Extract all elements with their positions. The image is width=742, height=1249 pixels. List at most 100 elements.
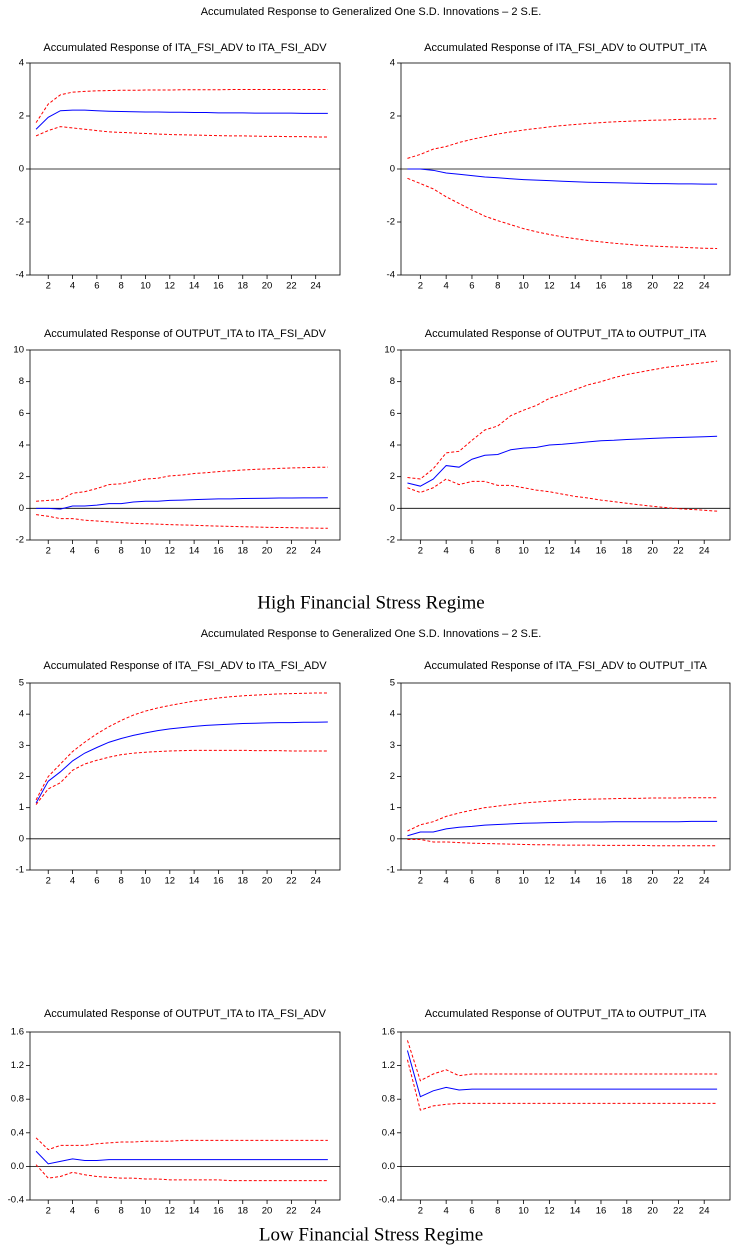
response-line — [407, 435, 718, 487]
x-tick-label: 12 — [165, 546, 176, 557]
x-tick-label: 4 — [444, 876, 449, 887]
x-tick-label: 6 — [469, 281, 474, 292]
y-tick-label: 4 — [390, 709, 395, 720]
y-tick-label: 0.0 — [382, 1161, 395, 1172]
y-tick-label: 2 — [19, 111, 24, 122]
y-tick-label: 3 — [390, 740, 395, 751]
x-tick-label: 24 — [699, 1206, 710, 1217]
band-line — [36, 514, 328, 529]
x-tick-label: 6 — [469, 1206, 474, 1217]
y-tick-label: 4 — [390, 440, 395, 451]
x-tick-label: 10 — [518, 1206, 529, 1217]
x-tick-label: 18 — [237, 546, 248, 557]
y-tick-label: 6 — [390, 408, 395, 419]
x-tick-label: 20 — [262, 1206, 273, 1217]
y-tick-label: -1 — [16, 865, 24, 876]
band-line — [35, 749, 328, 805]
y-tick-label: -1 — [387, 865, 395, 876]
x-tick-label: 10 — [140, 876, 151, 887]
band-line — [407, 360, 718, 480]
x-tick-label: 14 — [570, 876, 581, 887]
x-tick-label: 18 — [237, 281, 248, 292]
x-tick-label: 16 — [213, 281, 224, 292]
x-tick-label: 24 — [310, 546, 321, 557]
y-tick-label: 1.2 — [11, 1060, 24, 1071]
x-tick-label: 6 — [94, 1206, 99, 1217]
x-tick-label: 24 — [699, 281, 710, 292]
x-tick-label: 22 — [673, 546, 684, 557]
y-tick-label: 2 — [19, 771, 24, 782]
band-line — [36, 466, 328, 502]
response-line — [35, 721, 328, 804]
y-tick-label: 2 — [390, 771, 395, 782]
band-line — [406, 1040, 718, 1082]
y-tick-label: -2 — [16, 217, 24, 228]
x-tick-label: 20 — [647, 876, 658, 887]
x-tick-label: 22 — [673, 876, 684, 887]
x-tick-label: 12 — [544, 281, 555, 292]
y-tick-label: 2 — [390, 111, 395, 122]
x-tick-label: 18 — [237, 876, 248, 887]
x-tick-label: 4 — [70, 546, 75, 557]
x-tick-label: 12 — [165, 1206, 176, 1217]
x-tick-label: 10 — [518, 546, 529, 557]
plot-frame — [400, 1031, 731, 1201]
chart-title: Accumulated Response of ITA_FSI_ADV to I… — [43, 660, 327, 672]
x-tick-label: 24 — [699, 876, 710, 887]
x-tick-label: 6 — [469, 876, 474, 887]
y-tick-label: 0.4 — [382, 1127, 395, 1138]
x-tick-label: 16 — [213, 546, 224, 557]
y-tick-label: 0 — [390, 833, 395, 844]
x-tick-label: 2 — [46, 546, 51, 557]
band-line — [407, 797, 718, 832]
x-tick-label: 2 — [46, 876, 51, 887]
y-tick-label: 8 — [19, 376, 24, 387]
band-line — [407, 838, 718, 847]
x-tick-label: 14 — [189, 546, 200, 557]
y-tick-label: 0.8 — [382, 1094, 395, 1105]
x-tick-label: 8 — [495, 281, 500, 292]
x-tick-label: 4 — [70, 1206, 75, 1217]
y-tick-label: 0 — [19, 164, 24, 175]
x-tick-label: 6 — [94, 876, 99, 887]
x-tick-label: 20 — [262, 546, 273, 557]
chart-title: Accumulated Response of OUTPUT_ITA to IT… — [44, 1008, 327, 1020]
figure-title: Accumulated Response to Generalized One … — [201, 628, 542, 640]
x-tick-label: 12 — [544, 546, 555, 557]
x-tick-label: 12 — [544, 876, 555, 887]
response-line — [407, 820, 718, 837]
chart-title: Accumulated Response of ITA_FSI_ADV to O… — [424, 660, 707, 672]
band-line — [35, 126, 328, 138]
x-tick-label: 12 — [165, 281, 176, 292]
response-line — [35, 1150, 328, 1165]
y-tick-label: 3 — [19, 740, 24, 751]
x-tick-label: 24 — [310, 1206, 321, 1217]
band-line — [407, 478, 718, 512]
x-tick-label: 24 — [699, 546, 710, 557]
x-tick-label: 24 — [310, 876, 321, 887]
x-tick-label: 18 — [621, 876, 632, 887]
y-tick-label: 1.6 — [382, 1027, 395, 1038]
band-line — [35, 89, 328, 123]
x-tick-label: 14 — [570, 281, 581, 292]
y-tick-label: 2 — [390, 471, 395, 482]
plot-frame — [29, 1031, 341, 1201]
response-line — [35, 109, 328, 130]
x-tick-label: 12 — [544, 1206, 555, 1217]
x-tick-label: 10 — [518, 876, 529, 887]
x-tick-label: 8 — [119, 546, 124, 557]
x-tick-label: 22 — [286, 546, 297, 557]
y-tick-label: 10 — [384, 345, 395, 356]
x-tick-label: 24 — [310, 281, 321, 292]
y-tick-label: 0.8 — [11, 1094, 24, 1105]
x-tick-label: 22 — [286, 876, 297, 887]
x-tick-label: 16 — [213, 876, 224, 887]
plot-frame — [400, 682, 731, 871]
x-tick-label: 22 — [673, 1206, 684, 1217]
y-tick-label: 4 — [19, 440, 24, 451]
y-tick-label: 1 — [390, 802, 395, 813]
y-tick-label: -2 — [16, 535, 24, 546]
x-tick-label: 2 — [46, 281, 51, 292]
y-tick-label: 4 — [19, 58, 24, 69]
